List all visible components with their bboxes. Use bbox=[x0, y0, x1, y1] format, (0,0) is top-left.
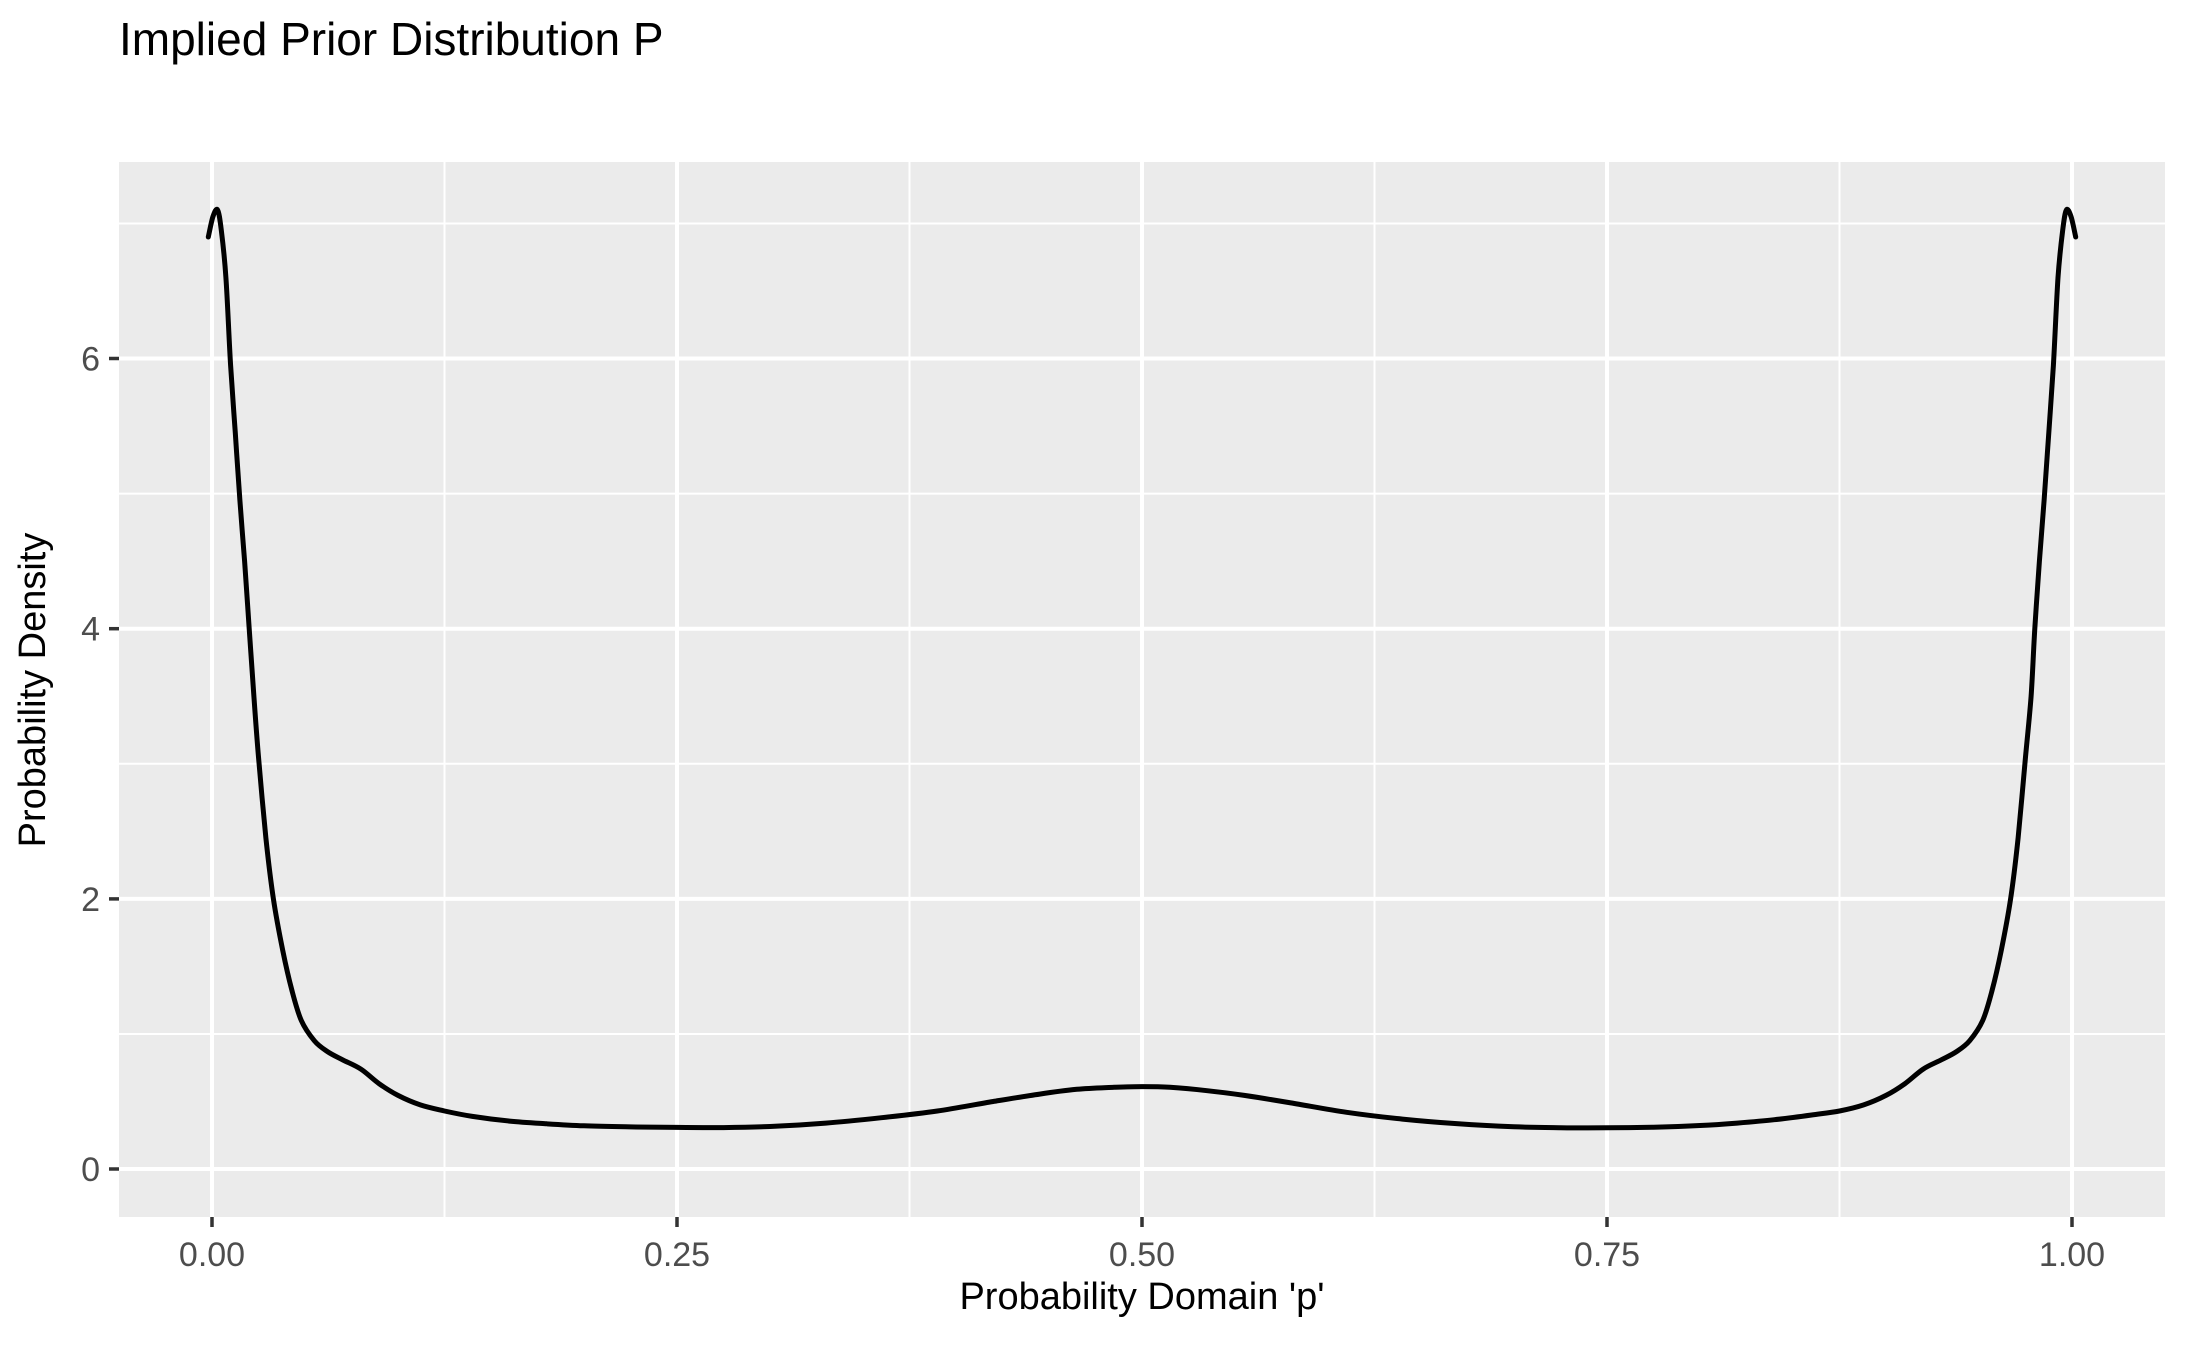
plot-panel bbox=[119, 162, 2165, 1217]
x-tick-label: 0.75 bbox=[1574, 1236, 1640, 1274]
density-curve bbox=[205, 206, 2079, 1131]
y-tick-label: 0 bbox=[81, 1151, 100, 1189]
x-tick-label: 1.00 bbox=[2039, 1236, 2105, 1274]
x-axis-title: Probability Domain 'p' bbox=[959, 1276, 1324, 1318]
y-tick-label: 4 bbox=[81, 611, 100, 649]
y-tick-label: 2 bbox=[81, 881, 100, 919]
plot-title: Implied Prior Distribution P bbox=[119, 13, 664, 65]
x-tick-label: 0.25 bbox=[644, 1236, 710, 1274]
y-tick-label: 6 bbox=[81, 341, 100, 379]
x-tick-label: 0.00 bbox=[179, 1236, 245, 1274]
y-axis-title: Probability Density bbox=[12, 533, 54, 848]
x-tick-label: 0.50 bbox=[1109, 1236, 1175, 1274]
axes: 0.00 0.25 0.50 0.75 1.00 0 2 4 6 bbox=[81, 341, 2105, 1275]
